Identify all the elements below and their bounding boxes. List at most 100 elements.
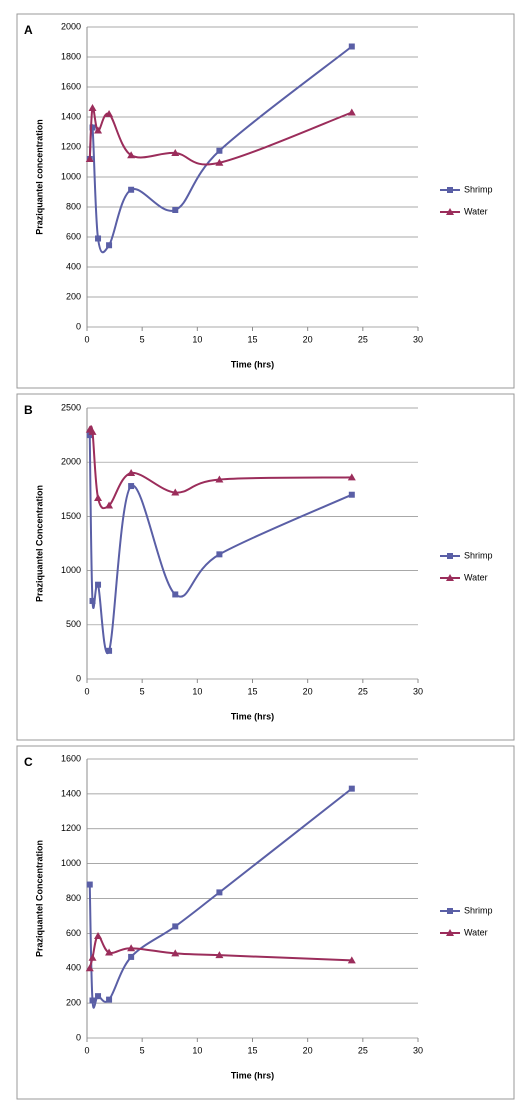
y-tick-label: 0 (76, 1032, 81, 1042)
x-tick-label: 25 (358, 1045, 368, 1055)
marker (105, 948, 114, 956)
x-tick-label: 0 (84, 334, 89, 344)
y-tick-label: 1400 (61, 788, 81, 798)
marker (172, 923, 179, 930)
marker (172, 207, 179, 213)
x-tick-label: 10 (192, 1045, 202, 1055)
marker (172, 591, 179, 598)
x-tick-label: 25 (358, 334, 368, 344)
marker (347, 108, 356, 116)
marker (215, 475, 224, 483)
y-tick-label: 0 (76, 321, 81, 331)
marker (128, 483, 135, 490)
y-tick-label: 500 (66, 619, 81, 629)
marker (347, 473, 356, 481)
marker (85, 964, 94, 972)
x-axis-label: Time (hrs) (231, 1070, 274, 1080)
marker (348, 491, 355, 498)
y-tick-label: 1600 (61, 81, 81, 91)
marker (348, 785, 355, 792)
y-tick-label: 400 (66, 963, 81, 973)
marker (171, 488, 180, 496)
marker (106, 242, 113, 249)
y-tick-label: 1000 (61, 858, 81, 868)
marker (216, 551, 223, 558)
marker (127, 944, 136, 952)
y-tick-label: 1800 (61, 51, 81, 61)
marker (94, 126, 103, 134)
y-tick-label: 1000 (61, 565, 81, 575)
y-tick-label: 200 (66, 291, 81, 301)
x-tick-label: 0 (84, 1045, 89, 1055)
marker (446, 929, 454, 936)
y-tick-label: 2000 (61, 21, 81, 31)
marker (447, 908, 453, 914)
legend-label: Water (464, 572, 488, 582)
x-axis-label: Time (hrs) (231, 359, 274, 369)
marker (95, 235, 102, 242)
legend-label: Water (464, 206, 488, 216)
y-tick-label: 800 (66, 201, 81, 211)
marker (85, 155, 94, 162)
panel-label: B (24, 403, 33, 417)
y-tick-label: 400 (66, 261, 81, 271)
marker (89, 997, 96, 1004)
marker (105, 110, 114, 117)
marker (446, 574, 454, 581)
x-tick-label: 25 (358, 686, 368, 696)
marker (86, 432, 93, 439)
x-tick-label: 10 (192, 334, 202, 344)
x-tick-label: 20 (303, 1045, 313, 1055)
panel-border (16, 745, 515, 1100)
x-axis-label: Time (hrs) (231, 711, 274, 721)
marker (171, 949, 180, 957)
y-tick-label: 1200 (61, 823, 81, 833)
x-tick-label: 15 (247, 686, 257, 696)
marker (215, 158, 224, 166)
marker (127, 151, 136, 159)
marker (105, 501, 114, 509)
marker (88, 427, 97, 435)
marker (447, 187, 453, 193)
legend-label: Shrimp (464, 905, 493, 915)
marker (89, 124, 96, 131)
marker (106, 996, 113, 1003)
marker (447, 553, 453, 559)
legend-label: Shrimp (464, 184, 493, 194)
x-tick-label: 10 (192, 686, 202, 696)
y-tick-label: 1200 (61, 141, 81, 151)
x-tick-label: 30 (413, 1045, 423, 1055)
marker (216, 147, 223, 154)
marker (446, 208, 454, 215)
marker (171, 149, 180, 156)
x-tick-label: 5 (140, 686, 145, 696)
marker (86, 881, 93, 888)
x-tick-label: 0 (84, 686, 89, 696)
y-axis-label: Praziquantel Concentration (34, 840, 44, 957)
x-tick-label: 15 (247, 334, 257, 344)
marker (215, 951, 224, 959)
x-tick-label: 5 (140, 334, 145, 344)
marker (88, 104, 97, 111)
marker (95, 581, 102, 588)
y-tick-label: 600 (66, 231, 81, 241)
marker (88, 953, 97, 961)
marker (94, 931, 103, 939)
y-tick-label: 200 (66, 998, 81, 1008)
y-tick-label: 1500 (61, 511, 81, 521)
x-tick-label: 5 (140, 1045, 145, 1055)
marker (106, 647, 113, 654)
legend-label: Shrimp (464, 550, 493, 560)
panel-label: C (24, 755, 33, 769)
marker (347, 956, 356, 964)
marker (128, 953, 135, 960)
y-tick-label: 1400 (61, 111, 81, 121)
panel-label: A (24, 23, 33, 37)
y-tick-label: 800 (66, 893, 81, 903)
x-tick-label: 30 (413, 334, 423, 344)
marker (128, 186, 135, 193)
y-tick-label: 1600 (61, 753, 81, 763)
panel-border (16, 13, 515, 389)
series-line (88, 934, 352, 969)
marker (127, 469, 136, 477)
